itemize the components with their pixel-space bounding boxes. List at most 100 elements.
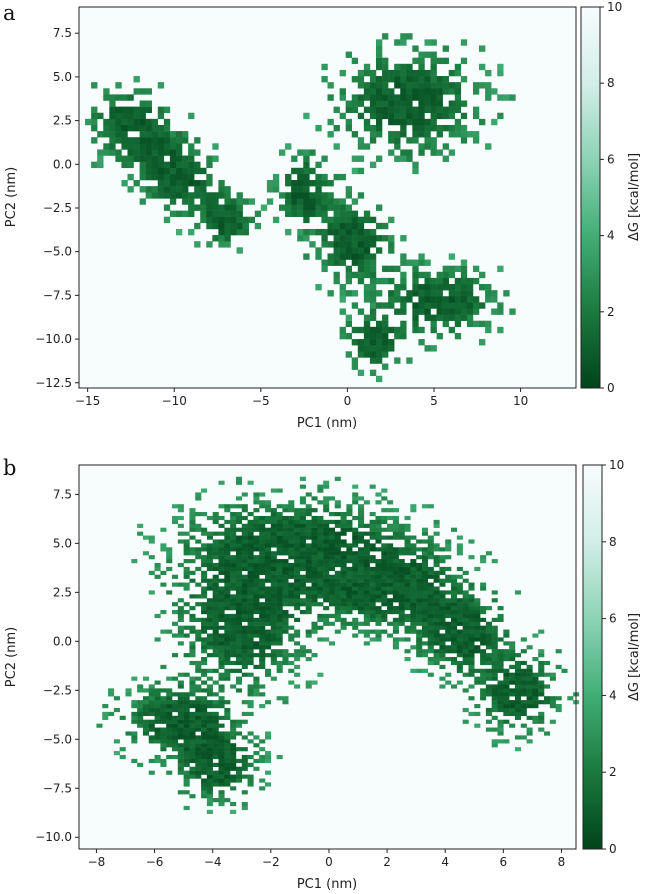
heatmap-cell — [436, 124, 443, 132]
heatmap-cell — [333, 173, 340, 181]
heatmap-cell — [177, 508, 184, 513]
heatmap-cell — [311, 515, 318, 521]
heatmap-cell — [218, 754, 225, 760]
heatmap-cell — [282, 594, 289, 599]
heatmap-cell — [183, 805, 190, 811]
heatmap-cell — [282, 551, 289, 556]
heatmap-cell — [154, 727, 161, 732]
heatmap-cell — [375, 63, 383, 71]
heatmap-cell — [288, 633, 295, 638]
heatmap-cell — [485, 625, 492, 630]
heatmap-cell — [166, 547, 173, 552]
heatmap-cell — [387, 500, 394, 505]
heatmap-cell — [241, 719, 248, 724]
heatmap-cell — [485, 711, 492, 717]
heatmap-cell — [177, 515, 184, 521]
heatmap-cell — [430, 302, 437, 309]
heatmap-cell — [259, 555, 266, 560]
heatmap-cell — [218, 235, 225, 242]
y-tick-label: −10.0 — [35, 830, 72, 844]
heatmap-cell — [247, 641, 254, 646]
heatmap-cell — [218, 551, 225, 556]
heatmap-cell — [163, 173, 171, 181]
heatmap-cell — [175, 149, 183, 156]
heatmap-cell — [241, 535, 248, 540]
heatmap-cell — [328, 562, 336, 568]
heatmap-cell — [442, 155, 449, 162]
heatmap-cell — [436, 76, 443, 83]
heatmap-cell — [388, 302, 395, 309]
heatmap-cell — [480, 653, 487, 658]
heatmap-cell — [177, 629, 184, 634]
heatmap-cell — [125, 688, 132, 693]
heatmap-cell — [468, 660, 475, 666]
heatmap-cell — [206, 668, 213, 673]
heatmap-cell — [479, 82, 486, 89]
heatmap-cell — [276, 609, 283, 615]
heatmap-cell — [235, 574, 243, 579]
heatmap-cell — [439, 621, 446, 626]
heatmap-cell — [235, 594, 243, 599]
heatmap-cell — [491, 739, 498, 744]
heatmap-cell — [206, 547, 213, 552]
heatmap-cell — [166, 735, 173, 740]
heatmap-cell — [468, 637, 475, 642]
heatmap-cell — [509, 653, 516, 658]
heatmap-cell — [497, 606, 504, 611]
heatmap-cell — [212, 637, 219, 642]
heatmap-cell — [317, 617, 324, 622]
heatmap-cell — [247, 531, 254, 536]
heatmap-cell — [265, 770, 272, 775]
heatmap-cell — [206, 535, 213, 540]
heatmap-cell — [133, 180, 140, 187]
heatmap-cell — [235, 535, 243, 540]
heatmap-cell — [270, 594, 277, 599]
heatmap-cell — [358, 512, 365, 517]
heatmap-cell — [369, 112, 377, 120]
heatmap-cell — [315, 124, 322, 132]
heatmap-cell — [363, 539, 370, 544]
heatmap-cell — [503, 668, 510, 673]
heatmap-cell — [265, 735, 272, 740]
heatmap-cell — [375, 578, 382, 583]
heatmap-cell — [157, 143, 165, 150]
heatmap-cell — [183, 723, 190, 728]
heatmap-cell — [303, 173, 310, 181]
heatmap-cell — [103, 118, 110, 126]
heatmap-cell — [157, 149, 165, 156]
heatmap-cell — [433, 606, 440, 611]
heatmap-cell — [520, 692, 527, 697]
heatmap-cell — [241, 762, 248, 767]
y-tick-label: 0.0 — [53, 634, 72, 648]
heatmap-cell — [157, 173, 165, 181]
heatmap-cell — [369, 606, 376, 611]
heatmap-cell — [416, 566, 423, 572]
heatmap-cell — [406, 94, 413, 101]
heatmap-cell — [526, 739, 533, 744]
heatmap-cell — [375, 582, 382, 587]
heatmap-cell — [265, 543, 272, 548]
heatmap-cell — [340, 574, 347, 579]
heatmap-cell — [235, 676, 243, 681]
heatmap-cell — [340, 598, 347, 603]
heatmap-cell — [247, 629, 254, 634]
heatmap-cell — [201, 590, 208, 595]
heatmap-cell — [433, 657, 440, 662]
heatmap-cell — [369, 277, 377, 285]
heatmap-cell — [288, 582, 295, 587]
heatmap-cell — [270, 660, 277, 666]
heatmap-cell — [177, 754, 184, 760]
heatmap-cell — [212, 551, 219, 556]
heatmap-cell — [451, 527, 458, 532]
heatmap-cell — [454, 88, 462, 95]
heatmap-cell — [514, 715, 522, 720]
heatmap-cell — [430, 124, 437, 132]
heatmap-cell — [151, 161, 159, 169]
heatmap-cell — [247, 566, 254, 572]
heatmap-cell — [299, 496, 306, 501]
heatmap-cell — [375, 39, 383, 46]
heatmap-cell — [468, 594, 475, 599]
heatmap-cell — [303, 210, 310, 217]
heatmap-cell — [206, 606, 213, 611]
heatmap-cell — [345, 351, 352, 358]
